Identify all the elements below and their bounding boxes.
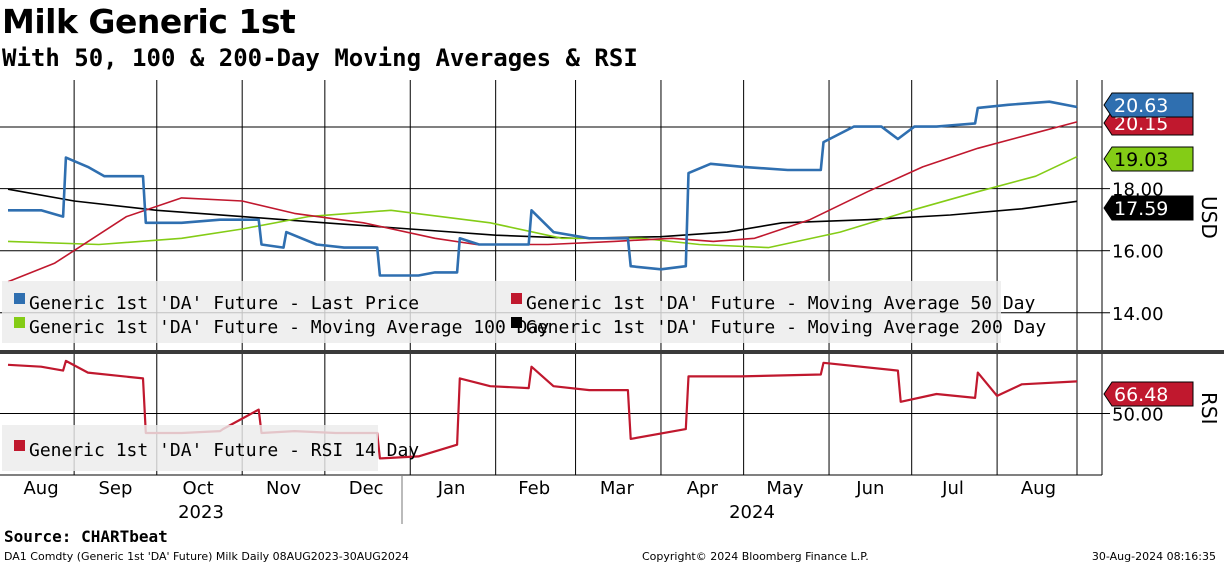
- last-price-value-box: [1103, 92, 1194, 118]
- legend-label: Generic 1st 'DA' Future - Last Price: [29, 293, 419, 314]
- rsi-axis-title: RSI: [1197, 392, 1221, 425]
- month-label: Apr: [687, 478, 719, 499]
- legend-swatch: [511, 293, 522, 304]
- price-tick-label: 16.00: [1112, 242, 1164, 263]
- rsi-last-value-box: [1103, 381, 1194, 407]
- legend-swatch: [14, 317, 25, 328]
- price-axis-title: USD: [1197, 196, 1221, 239]
- month-label: Mar: [600, 478, 635, 499]
- legend-swatch: [511, 317, 522, 328]
- month-label: Oct: [183, 478, 214, 499]
- rsi-last-value: 66.48: [1114, 384, 1168, 406]
- ma200-line: [7, 188, 1078, 240]
- source-label: Source: CHARTbeat: [4, 527, 168, 546]
- price-legend-box: [2, 281, 1001, 343]
- legend-swatch: [14, 293, 25, 304]
- legend-label: Generic 1st 'DA' Future - Moving Average…: [29, 317, 549, 338]
- month-label: Nov: [266, 478, 301, 499]
- month-label: Aug: [1021, 478, 1056, 499]
- month-label: Dec: [349, 478, 384, 499]
- legend-label: Generic 1st 'DA' Future - RSI 14 Day: [29, 440, 419, 461]
- month-label: Aug: [23, 478, 58, 499]
- chart-subtitle: With 50, 100 & 200-Day Moving Averages &…: [2, 44, 638, 72]
- ma100-last-value: 19.03: [1114, 149, 1168, 171]
- month-label: May: [766, 478, 804, 499]
- month-label: Jan: [437, 478, 466, 499]
- month-label: Jul: [941, 478, 964, 499]
- legend-swatch: [14, 440, 25, 451]
- ma100-last-value-box: [1103, 146, 1194, 172]
- month-label: Feb: [518, 478, 550, 499]
- rsi-legend-box: [2, 425, 378, 471]
- ticker-info: DA1 Comdty (Generic 1st 'DA' Future) Mil…: [4, 550, 409, 563]
- year-label: 2023: [178, 502, 224, 523]
- copyright-text: Copyright© 2024 Bloomberg Finance L.P.: [642, 550, 869, 563]
- last-price-line: [8, 100, 1078, 277]
- price-tick-label: 18.00: [1112, 180, 1164, 201]
- year-label: 2024: [729, 502, 775, 523]
- timestamp-text: 30-Aug-2024 08:16:35: [1091, 550, 1216, 563]
- chart-title: Milk Generic 1st: [2, 2, 296, 41]
- ma50-last-value: 20.15: [1114, 113, 1168, 135]
- price-tick-label: 14.00: [1112, 304, 1164, 325]
- ma200-last-value: 17.59: [1114, 198, 1168, 220]
- last-price-value: 20.63: [1114, 95, 1168, 117]
- legend-label: Generic 1st 'DA' Future - Moving Average…: [526, 293, 1035, 314]
- month-label: Jun: [855, 478, 884, 499]
- panel-divider: [0, 350, 1224, 354]
- ma50-line: [7, 121, 1078, 283]
- rsi-tick-label: 50.00: [1112, 405, 1164, 426]
- month-label: Sep: [98, 478, 132, 499]
- legend-label: Generic 1st 'DA' Future - Moving Average…: [526, 317, 1046, 338]
- ma200-last-value-box: [1103, 195, 1194, 221]
